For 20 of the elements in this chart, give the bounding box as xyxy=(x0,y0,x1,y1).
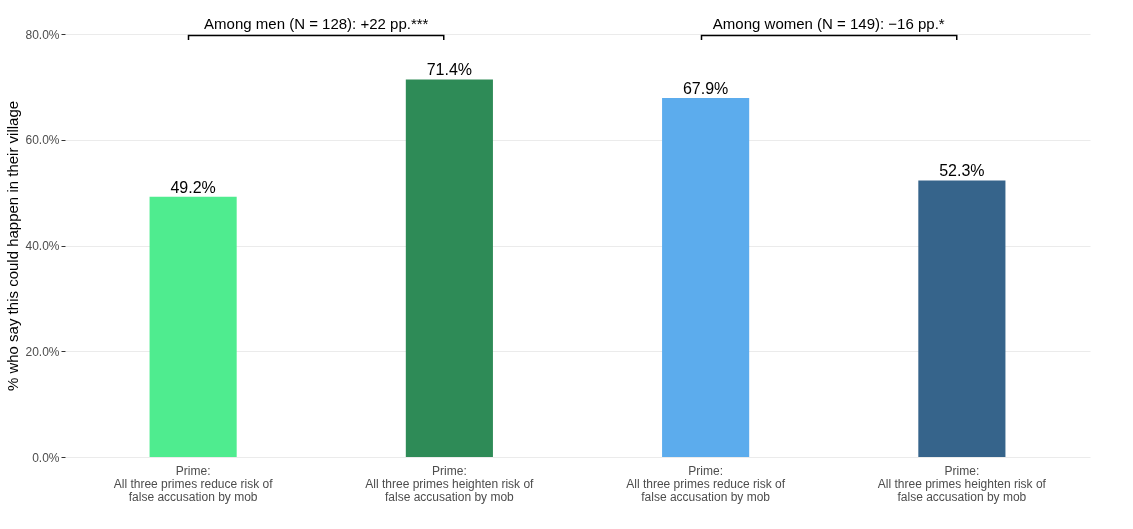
x-tick-label: Prime: All three primes heighten risk of false accusation by mob xyxy=(365,463,535,504)
y-tick-label: 40.0% xyxy=(25,239,60,253)
y-tick-label: 60.0% xyxy=(25,133,60,148)
bar xyxy=(149,196,237,457)
data-label: 49.2% xyxy=(170,178,216,196)
y-tick-label: 20.0% xyxy=(25,344,60,359)
bar xyxy=(918,180,1006,457)
y-axis-title: % who say this could happen in their village xyxy=(4,100,22,392)
x-tick-label: Prime: All three primes heighten risk of false accusation by mob xyxy=(877,463,1047,504)
text: Among women (N = 149): −16 pp.* xyxy=(712,15,945,32)
y-tick-label: 80.0% xyxy=(25,27,60,42)
x-tick-label: Prime: All three primes reduce risk of false accusation by mob xyxy=(626,463,786,504)
data-label: 52.3% xyxy=(939,162,985,180)
y-tick-label: 0.0% xyxy=(32,450,60,465)
data-label: 71.4% xyxy=(426,61,473,79)
text: Among men (N = 128): +22 pp.*** xyxy=(204,15,429,32)
x-tick-label: Prime: All three primes reduce risk of false accusation by mob xyxy=(113,463,274,504)
data-label: 67.9% xyxy=(682,79,729,97)
bar xyxy=(405,79,493,457)
bar xyxy=(662,97,750,457)
